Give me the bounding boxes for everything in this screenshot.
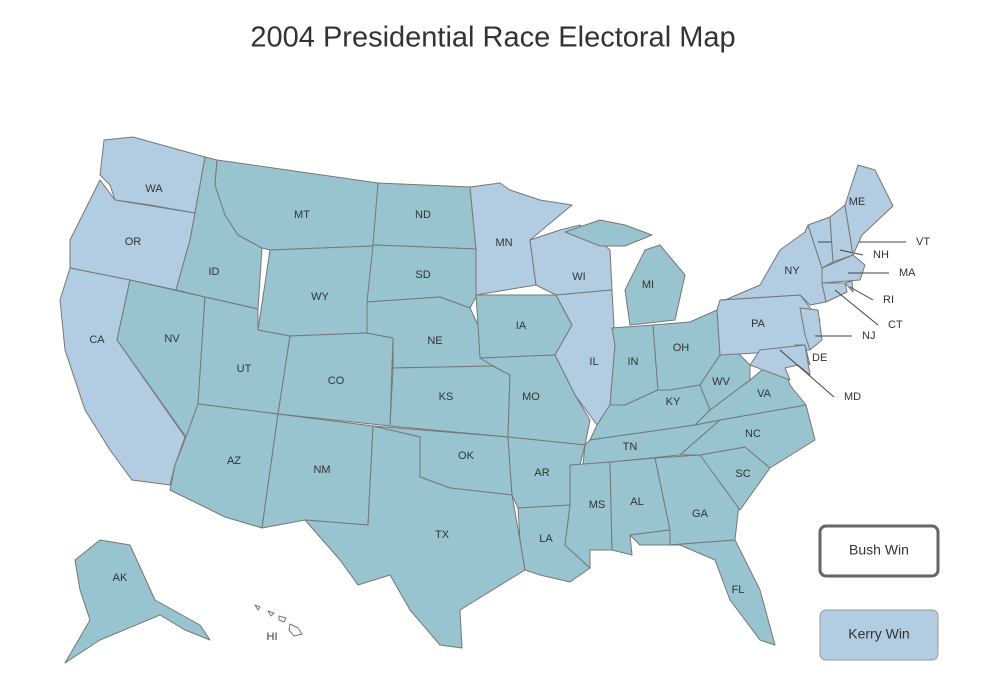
state-label: AZ <box>227 455 241 467</box>
state-label: OH <box>673 342 690 354</box>
state-label: VT <box>916 236 930 248</box>
state-shape <box>288 623 303 637</box>
leader-line <box>839 249 864 256</box>
state-label: TN <box>623 441 638 453</box>
state-shape <box>254 604 261 611</box>
state-label: MS <box>589 499 606 511</box>
state-label: MO <box>522 391 540 403</box>
state-label: TX <box>435 529 450 541</box>
state-label: KY <box>666 396 681 408</box>
state-shape <box>278 615 287 623</box>
state-label: ND <box>415 209 431 221</box>
state-label: ME <box>849 196 866 208</box>
state-label: AL <box>630 496 643 508</box>
state-label: AK <box>113 572 128 584</box>
state-shape <box>821 282 848 303</box>
state-label: MD <box>844 391 861 403</box>
state-label: NY <box>784 265 800 277</box>
legend-button[interactable] <box>818 524 940 578</box>
state-label: CA <box>89 334 105 346</box>
state-shape <box>304 425 526 649</box>
state-shape <box>277 332 394 427</box>
map-title: 2004 Presidential Race Electoral Map <box>250 22 735 54</box>
legend: Bush Win Kerry Win <box>818 524 940 661</box>
state-label: FL <box>732 584 745 596</box>
state-shape <box>267 610 275 617</box>
legend-label[interactable]: Bush Win <box>849 542 909 558</box>
state-label: AR <box>534 467 549 479</box>
state-label: SD <box>415 269 430 281</box>
state-label: MI <box>642 279 654 291</box>
state-label: CO <box>328 375 345 387</box>
state-label: OK <box>458 450 475 462</box>
state-label: NH <box>873 249 889 261</box>
state-label: IN <box>628 356 639 368</box>
state-label: LA <box>539 533 553 545</box>
state-shape <box>799 307 823 351</box>
state-label: MN <box>495 237 512 249</box>
state-label: CT <box>888 319 903 331</box>
state-label: DE <box>812 352 827 364</box>
state-shape <box>719 224 827 306</box>
state-label: WY <box>311 291 329 303</box>
state-shape <box>99 136 206 214</box>
state-label: NE <box>427 335 442 347</box>
state-label: IA <box>516 320 527 332</box>
state-label: SC <box>735 468 750 480</box>
state-label: NM <box>313 464 330 476</box>
state-label: PA <box>751 318 766 330</box>
state-label: NJ <box>862 330 875 342</box>
state-label: MT <box>294 209 310 221</box>
state-label: RI <box>883 294 894 306</box>
state-shape <box>844 280 854 293</box>
state-label: WA <box>145 183 163 195</box>
state-label: WV <box>712 376 730 388</box>
state-shape <box>564 461 613 569</box>
leader-line <box>779 349 835 398</box>
leader-line <box>834 289 879 326</box>
state-label: NV <box>164 333 180 345</box>
state-label: MA <box>899 267 916 279</box>
state-label: OR <box>125 236 142 248</box>
state-shape <box>749 344 811 381</box>
state-label: NC <box>745 428 761 440</box>
state-shape <box>624 244 686 326</box>
state-label: UT <box>237 363 252 375</box>
legend-button[interactable] <box>819 609 939 661</box>
state-label: KS <box>439 391 454 403</box>
state-label: ID <box>209 266 220 278</box>
state-shape <box>629 529 776 646</box>
legend-label[interactable]: Kerry Win <box>848 626 909 642</box>
state-shape <box>64 539 211 664</box>
state-label: IL <box>589 356 598 368</box>
state-label: VA <box>757 388 772 400</box>
states: WA OR CA NV ID MT WY UT CO AZ NM ND SD NE KS OK TX MN IA MO… <box>59 136 930 664</box>
state-label: WI <box>572 271 585 283</box>
state-shape <box>564 219 653 247</box>
leader-line <box>849 286 874 301</box>
state-shape <box>469 182 573 296</box>
state-label: GA <box>692 508 709 520</box>
state-label: HI <box>267 631 278 643</box>
